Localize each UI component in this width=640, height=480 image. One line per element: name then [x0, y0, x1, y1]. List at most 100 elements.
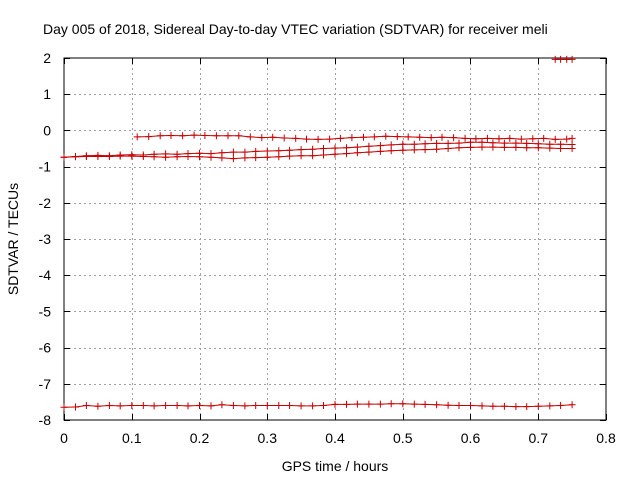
data-point-marker — [212, 132, 220, 140]
data-point-marker — [184, 153, 192, 160]
x-tick-label: 0.4 — [325, 430, 345, 446]
data-point-marker — [94, 153, 102, 160]
data-point-marker — [179, 132, 187, 140]
y-tick-label: -4 — [39, 267, 52, 283]
data-point-marker — [399, 146, 407, 154]
data-point-marker — [410, 146, 418, 154]
x-tick-label: 0.5 — [393, 430, 413, 446]
data-point-marker — [207, 153, 215, 161]
data-point-marker — [241, 402, 249, 410]
data-point-marker — [557, 402, 565, 409]
data-point-marker — [218, 401, 226, 409]
y-tick-label: -7 — [39, 376, 52, 392]
data-point-marker — [348, 134, 356, 142]
data-point-marker — [331, 144, 339, 152]
data-point-marker — [483, 134, 491, 142]
data-point-marker — [444, 401, 452, 409]
data-point-marker — [512, 143, 520, 151]
data-point-marker — [263, 153, 271, 161]
data-point-marker — [393, 133, 401, 141]
data-point-marker — [201, 132, 209, 139]
data-point-marker — [72, 153, 79, 161]
data-point-marker — [540, 134, 548, 142]
data-point-marker — [376, 400, 384, 408]
data-point-marker — [399, 400, 407, 408]
data-point-marker — [229, 155, 237, 163]
data-point-marker — [523, 144, 531, 152]
data-point-marker — [410, 400, 418, 408]
data-point-marker — [365, 400, 373, 408]
data-point-marker — [500, 143, 508, 151]
data-point-marker — [133, 133, 141, 141]
data-point-marker — [343, 150, 350, 158]
data-point-marker — [60, 153, 68, 161]
chart-title: Day 005 of 2018, Sidereal Day-to-day VTE… — [43, 21, 548, 37]
data-point-marker — [551, 135, 559, 143]
data-point-marker — [546, 144, 554, 152]
data-point-marker — [568, 55, 576, 63]
series-line — [63, 141, 573, 158]
data-point-marker — [467, 143, 474, 151]
data-series — [60, 55, 576, 411]
data-point-marker — [82, 153, 90, 160]
data-point-marker — [563, 135, 571, 143]
data-point-marker — [105, 153, 113, 160]
data-point-marker — [128, 152, 136, 160]
data-point-marker — [292, 134, 300, 142]
data-point-marker — [546, 402, 554, 410]
data-point-marker — [568, 401, 576, 409]
data-point-marker — [360, 133, 367, 141]
data-point-marker — [472, 135, 480, 143]
data-point-marker — [557, 55, 565, 63]
data-point-marker — [534, 144, 542, 152]
y-tick-label: 1 — [43, 86, 51, 102]
y-axis-label: SDTVAR / TECUs — [5, 183, 21, 295]
data-point-marker — [314, 135, 322, 143]
data-point-marker — [229, 148, 237, 156]
data-point-marker — [467, 402, 474, 409]
data-point-marker — [433, 145, 441, 153]
data-point-marker — [353, 149, 361, 157]
data-point-marker — [207, 402, 215, 410]
y-tick-label: 2 — [43, 50, 51, 66]
data-point-marker — [461, 134, 469, 142]
x-tick-label: 0.3 — [258, 430, 278, 446]
y-tick-label: -6 — [39, 340, 52, 356]
data-point-marker — [252, 402, 260, 409]
x-tick-label: 0.1 — [122, 430, 142, 446]
y-tick-label: -3 — [39, 231, 52, 247]
series-mid-band-b — [60, 143, 576, 163]
data-point-marker — [275, 147, 283, 155]
data-point-marker — [196, 402, 203, 409]
data-point-marker — [404, 133, 412, 141]
data-point-marker — [489, 402, 497, 410]
data-point-marker — [438, 133, 446, 141]
data-point-marker — [224, 132, 232, 140]
data-point-marker — [478, 143, 486, 151]
data-point-marker — [303, 135, 310, 143]
data-point-marker — [72, 403, 79, 411]
data-point-marker — [280, 134, 288, 142]
data-point-marker — [517, 135, 525, 143]
data-point-marker — [455, 402, 463, 409]
data-point-marker — [297, 402, 305, 410]
data-point-marker — [139, 153, 147, 160]
y-tick-label: -2 — [39, 195, 52, 211]
data-point-marker — [263, 147, 271, 155]
data-point-marker — [286, 402, 294, 409]
data-point-marker — [450, 134, 458, 142]
data-point-marker — [116, 402, 124, 410]
data-point-marker — [309, 402, 317, 410]
data-point-marker — [529, 135, 537, 143]
data-point-marker — [416, 133, 424, 141]
series-line — [63, 146, 573, 160]
data-point-marker — [370, 133, 378, 141]
data-point-marker — [150, 153, 158, 161]
x-tick-label: 0.7 — [529, 430, 549, 446]
data-point-marker — [489, 143, 497, 151]
series-bottom-band — [60, 400, 576, 411]
data-point-marker — [218, 154, 226, 162]
data-point-marker — [353, 400, 361, 408]
data-point-marker — [320, 151, 327, 159]
